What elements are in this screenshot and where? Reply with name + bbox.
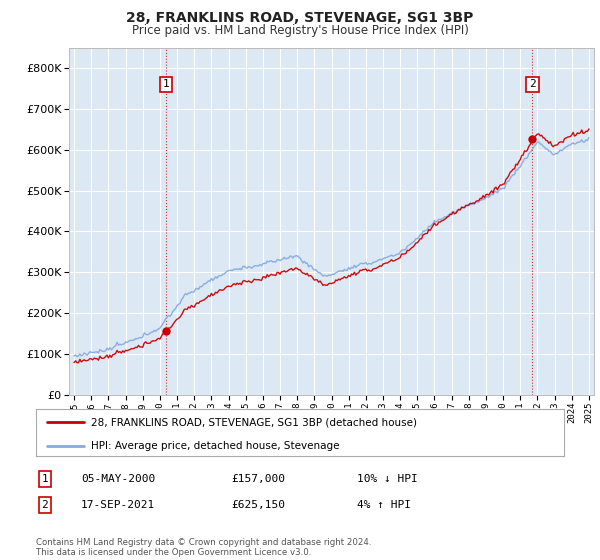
Text: £625,150: £625,150	[231, 500, 285, 510]
Text: 28, FRANKLINS ROAD, STEVENAGE, SG1 3BP (detached house): 28, FRANKLINS ROAD, STEVENAGE, SG1 3BP (…	[91, 417, 418, 427]
Text: 1: 1	[163, 80, 170, 90]
Text: 10% ↓ HPI: 10% ↓ HPI	[357, 474, 418, 484]
Text: £157,000: £157,000	[231, 474, 285, 484]
Text: HPI: Average price, detached house, Stevenage: HPI: Average price, detached house, Stev…	[91, 441, 340, 451]
Text: 17-SEP-2021: 17-SEP-2021	[81, 500, 155, 510]
Text: 1: 1	[41, 474, 49, 484]
Text: Price paid vs. HM Land Registry's House Price Index (HPI): Price paid vs. HM Land Registry's House …	[131, 24, 469, 36]
Text: 4% ↑ HPI: 4% ↑ HPI	[357, 500, 411, 510]
Text: Contains HM Land Registry data © Crown copyright and database right 2024.
This d: Contains HM Land Registry data © Crown c…	[36, 538, 371, 557]
Text: 2: 2	[529, 80, 536, 90]
Text: 28, FRANKLINS ROAD, STEVENAGE, SG1 3BP: 28, FRANKLINS ROAD, STEVENAGE, SG1 3BP	[127, 11, 473, 25]
Text: 05-MAY-2000: 05-MAY-2000	[81, 474, 155, 484]
Text: 2: 2	[41, 500, 49, 510]
